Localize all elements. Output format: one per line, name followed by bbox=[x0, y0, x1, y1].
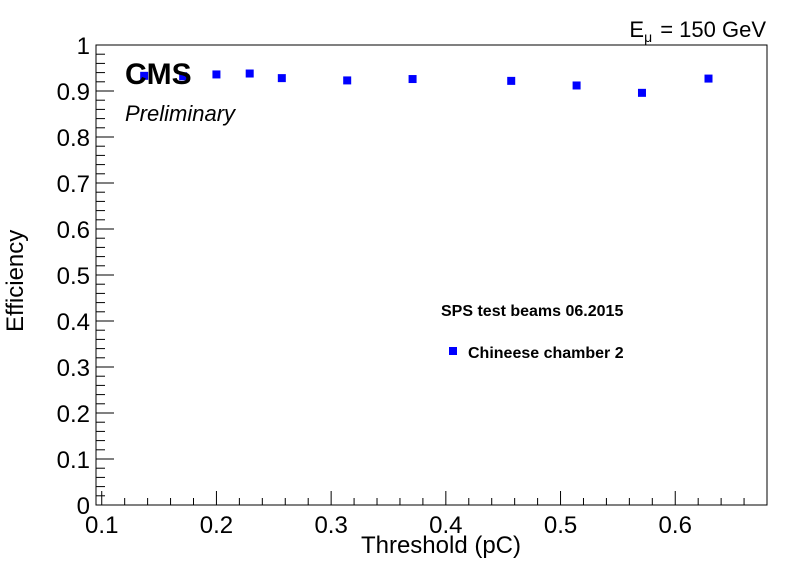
x-tick-label: 0.6 bbox=[659, 512, 692, 539]
x-axis-title: Threshold (pC) bbox=[361, 532, 521, 559]
data-point bbox=[277, 74, 286, 83]
legend-entry-label: Chineese chamber 2 bbox=[468, 345, 624, 362]
y-axis-ticks bbox=[96, 44, 114, 506]
x-tick-label: 0.1 bbox=[85, 512, 118, 539]
x-tick-label: 0.3 bbox=[314, 512, 347, 539]
y-tick-label: 0 bbox=[77, 493, 90, 520]
data-point bbox=[507, 76, 516, 85]
data-point bbox=[140, 71, 149, 80]
y-tick-label: 0.1 bbox=[57, 447, 90, 474]
x-tick-label: 0.4 bbox=[429, 512, 462, 539]
y-tick-label: 0.9 bbox=[57, 79, 90, 106]
y-tick-label: 0.5 bbox=[57, 263, 90, 290]
data-point bbox=[704, 74, 713, 83]
cms-label: CMS bbox=[125, 58, 192, 91]
energy-value: = 150 GeV bbox=[660, 17, 766, 42]
y-tick-label: 0.4 bbox=[57, 309, 90, 336]
data-point bbox=[637, 88, 646, 97]
beam-energy-label: Eμ = 150 GeV bbox=[629, 17, 766, 45]
y-tick-label: 0.8 bbox=[57, 125, 90, 152]
y-tick-label: 0.2 bbox=[57, 401, 90, 428]
data-point bbox=[572, 81, 581, 90]
x-axis-tick-labels: 0.1 0.2 0.3 0.4 0.5 0.6 bbox=[85, 512, 692, 539]
preliminary-label: Preliminary bbox=[125, 101, 237, 126]
x-tick-label: 0.5 bbox=[544, 512, 577, 539]
y-tick-label: 1 bbox=[77, 33, 90, 60]
data-points bbox=[140, 69, 713, 97]
energy-symbol: E bbox=[629, 17, 644, 42]
energy-subscript: μ bbox=[644, 29, 652, 45]
x-axis-ticks bbox=[101, 491, 768, 505]
y-tick-label: 0.7 bbox=[57, 171, 90, 198]
x-tick-label: 0.2 bbox=[200, 512, 233, 539]
y-tick-label: 0.3 bbox=[57, 355, 90, 382]
y-tick-label: 0.6 bbox=[57, 217, 90, 244]
data-point bbox=[343, 76, 352, 85]
legend-header: SPS test beams 06.2015 bbox=[441, 303, 623, 320]
data-point bbox=[179, 72, 188, 81]
data-point bbox=[408, 75, 417, 84]
y-axis-tick-labels: 0 0.1 0.2 0.3 0.4 0.5 0.6 0.7 0.8 0.9 1 bbox=[57, 33, 90, 520]
data-point bbox=[212, 70, 221, 79]
data-point bbox=[245, 69, 254, 78]
y-axis-title: Efficiency bbox=[2, 230, 29, 332]
legend-marker bbox=[449, 347, 457, 355]
